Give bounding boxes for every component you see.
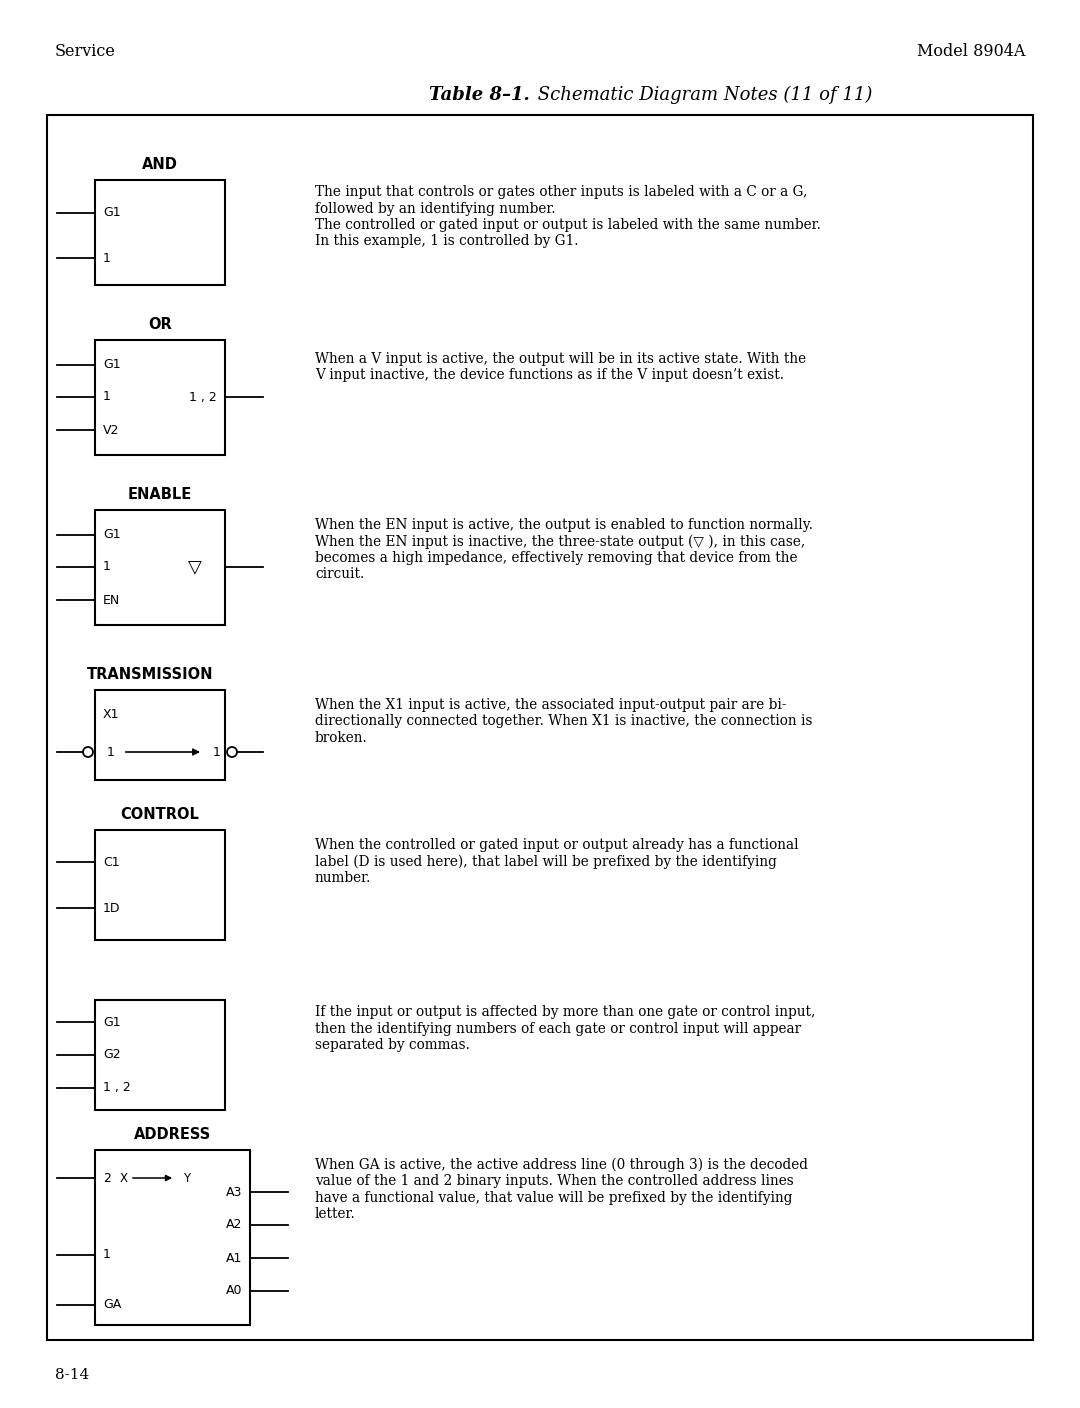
Bar bbox=[95, 180, 225, 284]
Text: have a functional value, that value will be prefixed by the identifying: have a functional value, that value will… bbox=[315, 1191, 793, 1205]
Text: OR: OR bbox=[148, 317, 172, 332]
Text: Service: Service bbox=[55, 44, 116, 61]
Text: When the X1 input is active, the associated input-output pair are bi-: When the X1 input is active, the associa… bbox=[315, 698, 786, 712]
Text: value of the 1 and 2 binary inputs. When the controlled address lines: value of the 1 and 2 binary inputs. When… bbox=[315, 1174, 794, 1188]
Text: letter.: letter. bbox=[315, 1208, 355, 1222]
Text: The input that controls or gates other inputs is labeled with a C or a G,: The input that controls or gates other i… bbox=[315, 184, 808, 199]
Text: G2: G2 bbox=[103, 1049, 121, 1062]
Text: 1: 1 bbox=[103, 560, 111, 573]
Text: followed by an identifying number.: followed by an identifying number. bbox=[315, 201, 555, 215]
Text: C1: C1 bbox=[103, 856, 120, 869]
Text: G1: G1 bbox=[103, 1015, 121, 1028]
Text: then the identifying numbers of each gate or control input will appear: then the identifying numbers of each gat… bbox=[315, 1021, 801, 1035]
Text: TRANSMISSION: TRANSMISSION bbox=[86, 667, 213, 681]
Text: 8-14: 8-14 bbox=[55, 1369, 90, 1383]
Text: AND: AND bbox=[143, 158, 178, 172]
Text: circuit.: circuit. bbox=[315, 567, 364, 582]
Text: A3: A3 bbox=[226, 1186, 242, 1198]
Bar bbox=[95, 690, 225, 780]
Text: 1D: 1D bbox=[103, 901, 121, 915]
Text: Table 8–1.: Table 8–1. bbox=[429, 86, 530, 104]
Bar bbox=[95, 1150, 249, 1325]
Bar bbox=[95, 510, 225, 625]
Text: number.: number. bbox=[315, 872, 372, 886]
Text: 1: 1 bbox=[103, 252, 111, 265]
Text: In this example, 1 is controlled by G1.: In this example, 1 is controlled by G1. bbox=[315, 235, 579, 248]
Text: X1: X1 bbox=[103, 708, 120, 721]
Text: G1: G1 bbox=[103, 359, 121, 372]
Text: G1: G1 bbox=[103, 528, 121, 542]
Text: G1: G1 bbox=[103, 207, 121, 220]
Text: If the input or output is affected by more than one gate or control input,: If the input or output is affected by mo… bbox=[315, 1005, 815, 1019]
Text: Model 8904A: Model 8904A bbox=[917, 44, 1025, 61]
Text: Y: Y bbox=[183, 1171, 190, 1184]
Text: label (D is used here), that label will be prefixed by the identifying: label (D is used here), that label will … bbox=[315, 855, 777, 869]
Text: EN: EN bbox=[103, 594, 120, 607]
Text: directionally connected together. When X1 is inactive, the connection is: directionally connected together. When X… bbox=[315, 714, 812, 728]
Text: A0: A0 bbox=[226, 1284, 242, 1298]
Text: GA: GA bbox=[103, 1298, 121, 1311]
Text: When the EN input is active, the output is enabled to function normally.: When the EN input is active, the output … bbox=[315, 518, 813, 532]
Text: When GA is active, the active address line (0 through 3) is the decoded: When GA is active, the active address li… bbox=[315, 1157, 808, 1173]
Bar bbox=[95, 339, 225, 455]
Bar bbox=[95, 829, 225, 941]
Text: X: X bbox=[120, 1171, 129, 1184]
Text: ▽: ▽ bbox=[188, 558, 202, 576]
Text: When the EN input is inactive, the three-state output (▽ ), in this case,: When the EN input is inactive, the three… bbox=[315, 535, 806, 549]
Text: When the controlled or gated input or output already has a functional: When the controlled or gated input or ou… bbox=[315, 838, 798, 852]
Text: CONTROL: CONTROL bbox=[121, 807, 200, 822]
Text: 2: 2 bbox=[103, 1171, 111, 1184]
Bar bbox=[48, 115, 1032, 1340]
Text: 1 , 2: 1 , 2 bbox=[103, 1081, 131, 1094]
Text: V2: V2 bbox=[103, 424, 120, 436]
Text: becomes a high impedance, effectively removing that device from the: becomes a high impedance, effectively re… bbox=[315, 551, 797, 565]
Text: 1 , 2: 1 , 2 bbox=[189, 390, 217, 404]
Text: Schematic Diagram Notes (11 of 11): Schematic Diagram Notes (11 of 11) bbox=[532, 86, 873, 104]
Bar bbox=[95, 1000, 225, 1110]
Text: When a V input is active, the output will be in its active state. With the: When a V input is active, the output wil… bbox=[315, 352, 806, 366]
Text: A1: A1 bbox=[226, 1252, 242, 1264]
Text: A2: A2 bbox=[226, 1218, 242, 1232]
Text: broken.: broken. bbox=[315, 731, 368, 745]
Text: ENABLE: ENABLE bbox=[127, 487, 192, 503]
Text: 1: 1 bbox=[107, 745, 114, 759]
Text: separated by commas.: separated by commas. bbox=[315, 1038, 470, 1052]
Text: 1: 1 bbox=[103, 1249, 111, 1262]
Text: 1: 1 bbox=[213, 745, 221, 759]
Text: ADDRESS: ADDRESS bbox=[134, 1126, 211, 1142]
Text: V input inactive, the device functions as if the V input doesn’t exist.: V input inactive, the device functions a… bbox=[315, 369, 784, 383]
Text: The controlled or gated input or output is labeled with the same number.: The controlled or gated input or output … bbox=[315, 218, 821, 232]
Text: 1: 1 bbox=[103, 390, 111, 404]
